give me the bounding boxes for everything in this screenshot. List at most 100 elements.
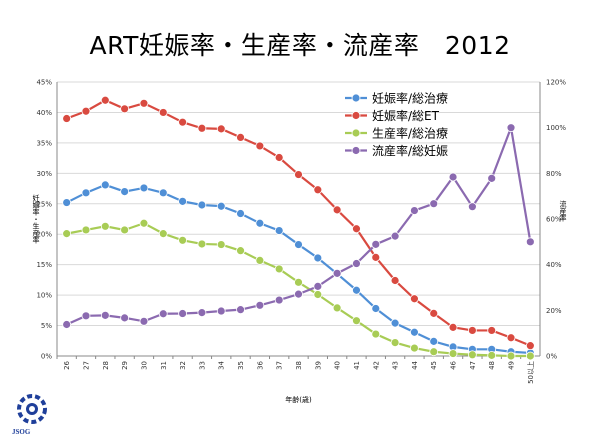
legend-marker [351, 146, 361, 155]
y-right-tick-label: 40% [546, 261, 562, 269]
data-point [158, 229, 168, 239]
data-point [525, 341, 535, 351]
data-point [274, 153, 284, 162]
y-right-tick-label: 0% [546, 353, 557, 361]
data-point [158, 309, 168, 319]
y-right-tick-label: 100% [546, 124, 566, 132]
data-point [371, 304, 381, 313]
y-left-tick-label: 40% [36, 109, 52, 117]
data-point [410, 327, 419, 337]
x-tick-label: 31 [160, 361, 168, 370]
x-tick-label: 42 [372, 361, 380, 370]
data-point [448, 349, 458, 358]
x-axis-title: 年齢(歳) [285, 395, 312, 404]
data-point [371, 329, 381, 339]
data-point [371, 252, 381, 262]
x-tick-label: 47 [469, 361, 477, 370]
y-right-tick-label: 80% [546, 170, 562, 178]
x-tick-label: 49 [508, 361, 516, 370]
data-point [120, 104, 130, 114]
data-point [467, 326, 477, 335]
data-point [448, 172, 458, 182]
data-point [525, 351, 535, 361]
data-point [390, 276, 400, 285]
data-point [255, 141, 265, 151]
data-point [139, 218, 149, 228]
data-point [274, 226, 284, 235]
data-point [100, 95, 110, 105]
x-tick-label: 30 [140, 361, 148, 370]
legend-marker [351, 93, 361, 103]
x-tick-label: 38 [295, 361, 303, 370]
data-point [62, 229, 72, 239]
x-tick-label: 45 [430, 361, 438, 370]
data-point [352, 316, 361, 326]
x-tick-label: 28 [102, 361, 110, 370]
data-point [255, 256, 265, 265]
y-left-axis-title: 妊娠率・生産率 [32, 194, 40, 245]
y-left-tick-label: 5% [41, 322, 52, 330]
data-point [158, 188, 168, 198]
x-tick-label: 44 [411, 360, 419, 369]
data-point [352, 224, 361, 234]
x-tick-label: 32 [179, 361, 187, 370]
data-point [390, 318, 400, 328]
data-point [216, 124, 226, 134]
data-point [429, 308, 439, 318]
data-point [313, 253, 323, 263]
data-point [178, 117, 187, 127]
data-point [352, 285, 361, 295]
y-left-tick-label: 35% [36, 139, 52, 147]
x-tick-label: 46 [450, 360, 458, 369]
data-point [506, 351, 516, 361]
data-point [216, 240, 226, 249]
data-point [448, 322, 458, 332]
data-point [294, 289, 303, 299]
data-point [487, 350, 497, 360]
data-point [525, 237, 535, 247]
legend-marker [351, 111, 361, 120]
data-point [62, 114, 72, 123]
data-point [487, 173, 497, 183]
y-left-tick-label: 45% [36, 79, 52, 87]
logo-text: JSOG [12, 428, 31, 436]
data-point [487, 326, 497, 335]
data-point [274, 295, 284, 305]
data-point [62, 320, 72, 329]
data-point [236, 133, 245, 142]
data-point [255, 218, 265, 228]
data-point [216, 201, 226, 211]
data-point [352, 259, 361, 268]
x-tick-label: 33 [198, 361, 206, 370]
x-tick-label: 50以上 [526, 361, 535, 384]
y-left-tick-label: 25% [36, 200, 52, 208]
x-tick-label: 41 [353, 361, 361, 370]
data-point [178, 235, 187, 245]
data-point [216, 306, 226, 316]
data-point [429, 336, 439, 346]
data-point [197, 308, 207, 318]
data-point [390, 338, 400, 348]
data-point [120, 313, 130, 323]
x-tick-label: 39 [314, 361, 322, 370]
data-point [81, 311, 91, 321]
data-point [429, 347, 439, 357]
data-point [100, 310, 110, 320]
x-tick-label: 37 [276, 361, 284, 370]
y-left-tick-label: 20% [36, 231, 52, 239]
data-point [62, 198, 72, 207]
data-point [294, 240, 303, 249]
data-point [81, 225, 91, 235]
y-left-tick-label: 10% [36, 292, 52, 300]
data-point [236, 246, 245, 256]
data-point [139, 316, 149, 326]
x-tick-label: 43 [392, 361, 400, 370]
y-left-tick-label: 15% [36, 261, 52, 269]
data-point [390, 231, 400, 241]
data-point [467, 202, 477, 212]
x-tick-label: 40 [334, 361, 342, 370]
jsog-logo-icon [17, 394, 47, 424]
data-point [178, 309, 187, 318]
data-point [294, 170, 303, 179]
data-point [313, 185, 323, 195]
